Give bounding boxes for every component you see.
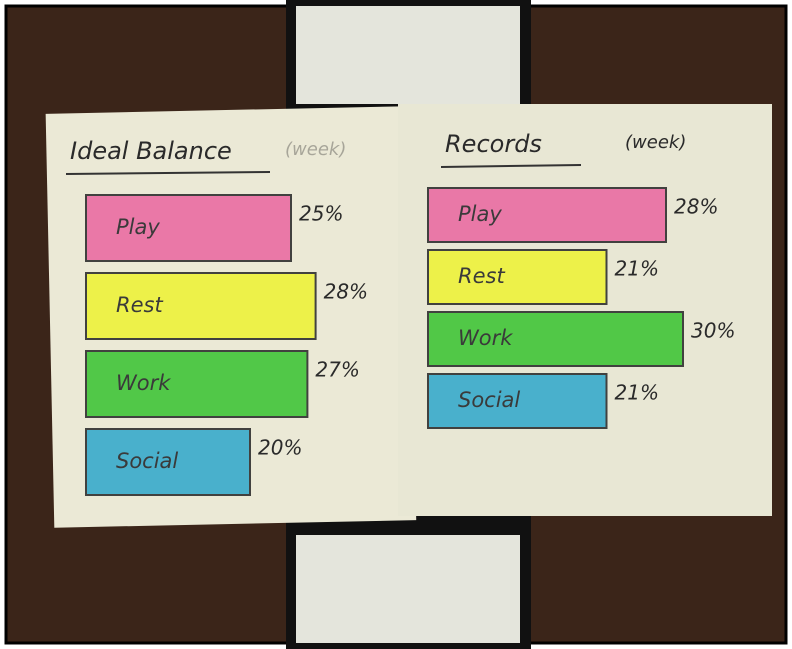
category-label: Social bbox=[458, 388, 520, 412]
bar bbox=[85, 428, 251, 496]
value-label: 21% bbox=[615, 381, 659, 405]
value-label: 27% bbox=[315, 358, 359, 382]
chart-title: Ideal Balance bbox=[70, 137, 232, 165]
value-label: 28% bbox=[324, 280, 368, 304]
chart-subtitle: (week) bbox=[625, 132, 686, 153]
category-label: Social bbox=[116, 449, 178, 473]
bar bbox=[85, 272, 317, 340]
category-label: Rest bbox=[458, 264, 505, 288]
category-label: Work bbox=[458, 326, 513, 350]
bar bbox=[427, 249, 608, 305]
category-label: Play bbox=[116, 215, 160, 239]
screen-top bbox=[296, 6, 520, 104]
bar bbox=[427, 373, 608, 429]
category-label: Work bbox=[116, 371, 171, 395]
bar bbox=[85, 194, 292, 262]
category-label: Rest bbox=[116, 293, 163, 317]
value-label: 20% bbox=[258, 436, 302, 460]
value-label: 21% bbox=[615, 257, 659, 281]
chart-subtitle: (week) bbox=[285, 139, 346, 160]
title-underline bbox=[65, 171, 271, 175]
screen-bottom bbox=[296, 535, 520, 643]
category-label: Play bbox=[458, 202, 502, 226]
charts: Ideal Balance (week) Play 25% Rest 28% Work 27%… bbox=[65, 130, 735, 496]
chart-title: Records bbox=[445, 130, 542, 158]
bar bbox=[427, 311, 684, 367]
bar bbox=[427, 187, 667, 243]
note-right bbox=[398, 104, 772, 516]
value-label: 25% bbox=[299, 202, 343, 226]
value-label: 28% bbox=[674, 195, 718, 219]
title-underline bbox=[440, 164, 582, 168]
bar bbox=[85, 350, 309, 418]
value-label: 30% bbox=[691, 319, 735, 343]
